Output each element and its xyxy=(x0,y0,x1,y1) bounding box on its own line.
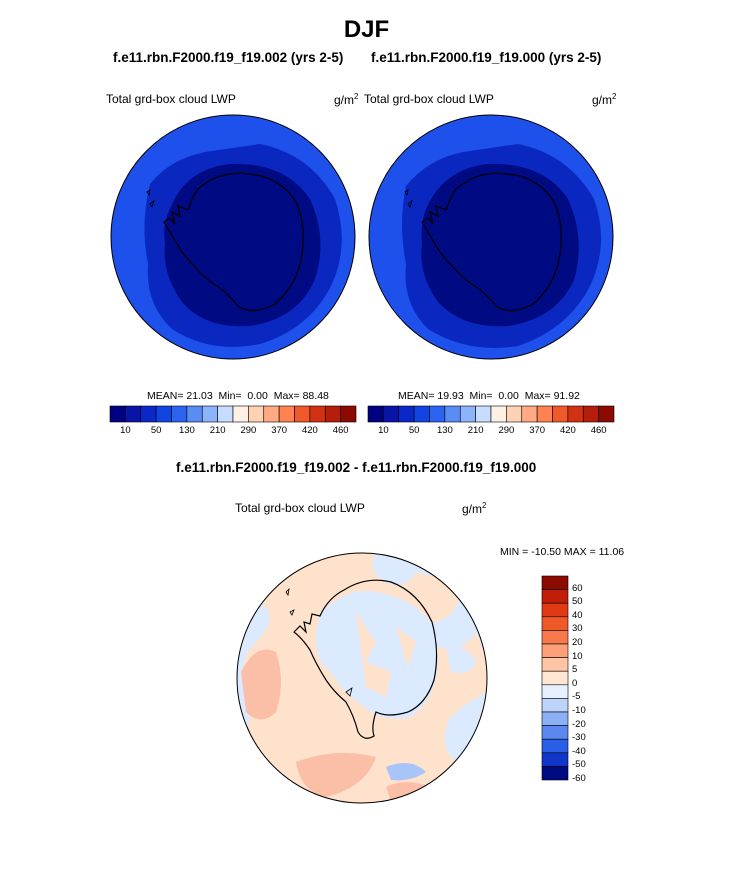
diff-colorbar-tick-label: 5 xyxy=(572,664,578,676)
colorbar-swatch xyxy=(140,405,157,423)
colorbar-tick-label: 210 xyxy=(209,425,226,436)
diff-colorbar xyxy=(541,575,569,781)
colorbar-tick-label: 290 xyxy=(498,425,515,436)
colorbar-tick-label: 370 xyxy=(271,425,288,436)
colorbar-swatch xyxy=(383,405,400,423)
diff-colorbar-swatch xyxy=(541,711,569,726)
colorbar-tick-label: 290 xyxy=(240,425,257,436)
colorbar-swatch xyxy=(429,405,446,423)
colorbar-tick-label: 420 xyxy=(559,425,576,436)
colorbar-swatch xyxy=(567,405,584,423)
colorbar-swatch xyxy=(201,405,218,423)
colorbar-tick-label: 460 xyxy=(590,425,607,436)
colorbar-swatch xyxy=(171,405,188,423)
diff-colorbar-tick-label: -50 xyxy=(572,759,586,771)
diff-colorbar-swatch xyxy=(541,698,569,713)
colorbar-swatch xyxy=(109,405,126,423)
colorbar-swatch xyxy=(217,405,234,423)
diff-colorbar-tick-label: -10 xyxy=(572,705,586,716)
colorbar-swatch xyxy=(398,405,415,423)
diff-colorbar-swatch xyxy=(541,766,569,781)
colorbar-tick-label: 10 xyxy=(378,425,389,436)
diff-colorbar-tick-label: 20 xyxy=(572,637,583,648)
colorbar-tick-label: 130 xyxy=(436,425,453,436)
diff-colorbar-tick-label: 0 xyxy=(572,677,578,689)
colorbar-swatch xyxy=(444,405,461,423)
colorbar-tick-label: 420 xyxy=(301,425,318,436)
diff-colorbar-swatch xyxy=(541,643,569,658)
diff-colorbar-swatch xyxy=(541,575,569,590)
colorbar-tick-label: 130 xyxy=(178,425,195,436)
right-units-label: g/m2 xyxy=(592,92,617,107)
right-variable-label: Total grd-box cloud LWP xyxy=(364,92,494,106)
colorbar-swatch xyxy=(125,405,142,423)
diff-colorbar-tick-label: -5 xyxy=(572,691,581,703)
diff-colorbar-tick-label: -60 xyxy=(572,773,586,784)
diff-colorbar-tick-label: 30 xyxy=(572,623,583,635)
colorbar-swatch xyxy=(248,405,265,423)
diff-colorbar-swatch xyxy=(541,616,569,631)
left-panel-subtitle: f.e11.rbn.F2000.f19_f19.002 (yrs 2-5) xyxy=(113,50,344,65)
left-variable-label: Total grd-box cloud LWP xyxy=(106,92,236,106)
colorbar-swatch xyxy=(186,405,203,423)
colorbar-swatch xyxy=(552,405,569,423)
diff-colorbar-tick-label: 10 xyxy=(572,650,583,662)
diff-variable-label: Total grd-box cloud LWP xyxy=(235,501,365,515)
diff-colorbar-swatch xyxy=(541,670,569,686)
diff-units-label: g/m2 xyxy=(462,501,487,516)
colorbar-tick-label: 50 xyxy=(408,425,420,436)
left-polar-map xyxy=(110,114,356,360)
right-colorbar xyxy=(367,405,615,423)
diff-subtitle: f.e11.rbn.F2000.f19_f19.002 - f.e11.rbn.… xyxy=(176,460,537,475)
diff-colorbar-tick-label: 40 xyxy=(572,609,583,621)
diff-colorbar-swatch xyxy=(541,725,569,740)
colorbar-tick-label: 50 xyxy=(150,425,162,436)
colorbar-swatch xyxy=(490,405,507,423)
right-polar-map xyxy=(368,114,614,360)
colorbar-swatch xyxy=(459,405,476,423)
diff-min-max: MIN = -10.50 MAX = 11.06 xyxy=(500,546,625,558)
colorbar-swatch xyxy=(582,405,599,423)
colorbar-swatch xyxy=(232,405,249,423)
left-stats: MEAN= 21.03 Min= 0.00 Max= 88.48 xyxy=(147,390,329,402)
diff-colorbar-swatch xyxy=(541,657,569,672)
colorbar-tick-label: 10 xyxy=(120,425,131,436)
diff-colorbar-swatch xyxy=(541,589,569,604)
diff-colorbar-tick-label: 60 xyxy=(572,582,583,594)
colorbar-tick-label: 210 xyxy=(467,425,484,436)
colorbar-swatch xyxy=(475,405,492,423)
diff-colorbar-tick-label: -40 xyxy=(572,745,586,757)
diff-colorbar-swatch xyxy=(541,684,569,699)
diff-colorbar-swatch xyxy=(541,738,569,754)
page-title: DJF xyxy=(343,16,390,43)
diff-colorbar-swatch xyxy=(541,602,569,618)
diff-colorbar-tick-label: 50 xyxy=(572,596,583,608)
diff-colorbar-tick-label: -20 xyxy=(572,718,586,730)
left-colorbar xyxy=(109,405,357,423)
diff-colorbar-swatch xyxy=(541,630,569,645)
diff-colorbar-swatch xyxy=(541,752,569,767)
left-units-label: g/m2 xyxy=(334,92,359,107)
colorbar-swatch xyxy=(598,405,615,423)
colorbar-swatch xyxy=(278,405,295,423)
difference-polar-map xyxy=(236,552,488,804)
colorbar-swatch xyxy=(294,405,311,423)
colorbar-swatch xyxy=(413,405,430,423)
colorbar-tick-label: 460 xyxy=(332,425,349,436)
colorbar-swatch xyxy=(536,405,553,423)
colorbar-swatch xyxy=(506,405,523,423)
colorbar-swatch xyxy=(309,405,326,423)
colorbar-swatch xyxy=(155,405,172,423)
colorbar-swatch xyxy=(340,405,357,423)
colorbar-swatch xyxy=(324,405,341,423)
colorbar-swatch xyxy=(367,405,384,423)
colorbar-swatch xyxy=(263,405,280,423)
right-stats: MEAN= 19.93 Min= 0.00 Max= 91.92 xyxy=(398,390,580,402)
colorbar-tick-label: 370 xyxy=(529,425,546,436)
diff-colorbar-tick-label: -30 xyxy=(572,732,586,744)
colorbar-swatch xyxy=(521,405,538,423)
right-panel-subtitle: f.e11.rbn.F2000.f19_f19.000 (yrs 2-5) xyxy=(371,50,602,65)
